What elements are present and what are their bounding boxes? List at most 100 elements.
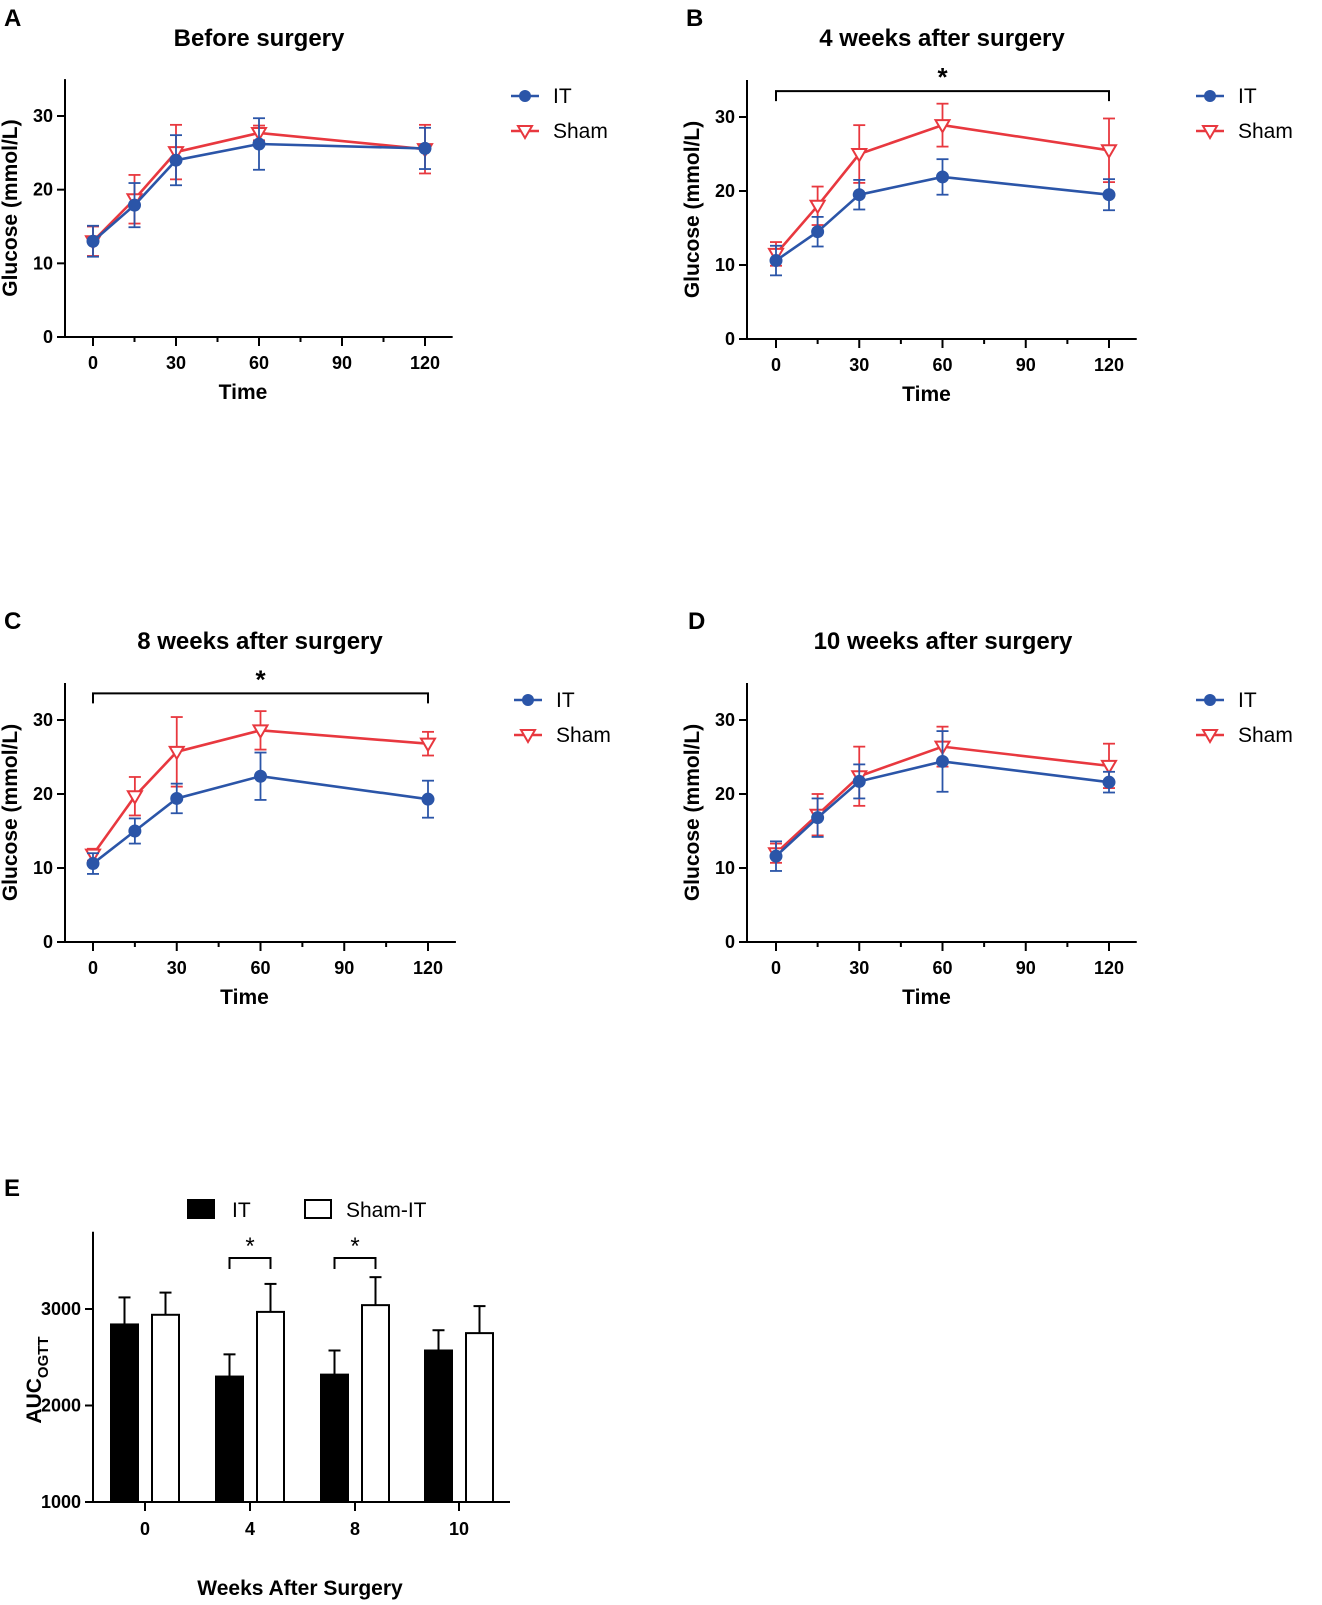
data-point-it [769, 849, 783, 863]
data-point-sham [251, 724, 270, 740]
x-tick-label: 0 [88, 958, 98, 978]
legend-marker-sham [519, 729, 537, 744]
legend-label: IT [553, 85, 572, 108]
y-tick-label: 30 [715, 107, 735, 127]
y-tick-label: 10 [33, 858, 53, 878]
panel-B: B 4 weeks after surgery 0 10 20 30 0 30 60 90 120 T… [681, 5, 1293, 406]
bar [215, 1375, 244, 1504]
bar [110, 1323, 139, 1503]
y-tick-label: 30 [33, 710, 53, 730]
y-axis-label: AUCOGTT [23, 1336, 52, 1423]
y-axis-label: Glucose (mmol/L) [681, 724, 704, 901]
data-point-it [852, 774, 866, 788]
bar [361, 1304, 390, 1504]
significance-star: * [255, 664, 266, 694]
legend-marker-sham [1201, 729, 1219, 744]
significance-bracket [333, 1257, 377, 1269]
y-tick-label: 10 [715, 255, 735, 275]
significance-bracket [775, 90, 1110, 102]
x-axis-label: Time [219, 381, 268, 404]
data-point-it [769, 254, 783, 268]
y-tick-label: 20 [33, 784, 53, 804]
data-point-sham [168, 745, 186, 761]
data-point-sham [1100, 759, 1118, 775]
data-point-it [170, 791, 184, 805]
data-point-it [811, 225, 825, 239]
x-tick-label: 10 [449, 1519, 469, 1539]
x-axis-label: Weeks After Surgery [197, 1577, 403, 1600]
y-tick-label: 0 [725, 329, 735, 349]
y-axis-label-main: AUC [23, 1378, 46, 1424]
x-tick-label: 30 [167, 958, 187, 978]
legend-marker-it [519, 90, 531, 102]
data-point-it [936, 754, 949, 768]
x-axis-label: Time [902, 986, 951, 1009]
y-tick-label: 20 [33, 180, 53, 200]
x-axis-label: Time [902, 383, 951, 406]
legend-marker-sham [516, 125, 534, 140]
series-it [86, 117, 432, 258]
legend: IT Sham [511, 85, 608, 143]
legend-label: IT [1238, 85, 1257, 108]
series-it [86, 751, 435, 875]
legend-swatch-sham [304, 1199, 332, 1219]
y-tick-label: 30 [33, 106, 53, 126]
legend: IT Sham [1196, 689, 1293, 747]
y-tick-label: 20 [715, 181, 735, 201]
significance-bracket [92, 692, 429, 704]
data-point-it [852, 188, 866, 202]
chart-title: Before surgery [174, 25, 345, 52]
y-tick-label: 0 [43, 327, 53, 347]
y-axis-label: Glucose (mmol/L) [0, 724, 22, 901]
data-point-it [936, 170, 949, 184]
data-point-it [811, 811, 825, 825]
data-point-sham [808, 199, 827, 215]
data-point-it [128, 198, 141, 212]
x-tick-label: 4 [245, 1519, 255, 1539]
x-tick-label: 120 [1094, 355, 1124, 375]
panel-letter: B [686, 5, 703, 32]
legend-label: Sham-IT [346, 1199, 427, 1222]
legend-label: IT [232, 1199, 251, 1222]
bar [320, 1373, 349, 1503]
x-tick-label: 60 [249, 353, 269, 373]
chart-title: 4 weeks after surgery [819, 25, 1065, 52]
legend-label: IT [1238, 689, 1257, 712]
panel-letter: D [688, 608, 705, 635]
data-point-it [421, 792, 435, 806]
x-tick-label: 60 [250, 958, 270, 978]
series-sham-it [151, 1276, 494, 1504]
panel-E: E 1000 2000 3000 0 4 8 10 * * Weeks After Surgery A… [4, 1175, 510, 1600]
y-tick-label: 20 [715, 784, 735, 804]
y-tick-label: 30 [715, 710, 735, 730]
series-it [110, 1296, 453, 1504]
significance-bracket [228, 1257, 272, 1269]
x-tick-label: 0 [771, 958, 781, 978]
legend-swatch-it [187, 1199, 215, 1219]
data-point-it [1102, 188, 1116, 202]
legend-marker-sham [1201, 125, 1219, 140]
legend-label: Sham [1238, 120, 1293, 143]
legend-marker-it [1204, 90, 1216, 102]
panel-D: D 10 weeks after surgery 0 10 20 30 0 30 60 90 120… [681, 608, 1293, 1009]
data-point-it [86, 857, 100, 871]
x-tick-label: 0 [140, 1519, 150, 1539]
legend-label: Sham [553, 120, 608, 143]
legend: IT Sham-IT [187, 1199, 427, 1222]
legend: IT Sham [1196, 85, 1293, 143]
x-tick-label: 60 [932, 958, 952, 978]
x-tick-label: 0 [771, 355, 781, 375]
legend-label: IT [556, 689, 575, 712]
series-sham [767, 102, 1118, 267]
chart-title: 8 weeks after surgery [137, 628, 383, 655]
y-axis-label-sub: OGTT [35, 1336, 52, 1378]
data-point-sham [1100, 144, 1118, 160]
y-tick-label: 0 [43, 932, 53, 952]
panel-C: C 8 weeks after surgery 0 10 20 30 0 30 60 90 120 T… [0, 608, 611, 1009]
panel-letter: C [4, 608, 21, 635]
data-point-sham [419, 737, 437, 753]
y-tick-label: 0 [725, 932, 735, 952]
y-tick-label: 10 [715, 858, 735, 878]
legend-marker-it [522, 694, 534, 706]
bar [424, 1349, 453, 1503]
